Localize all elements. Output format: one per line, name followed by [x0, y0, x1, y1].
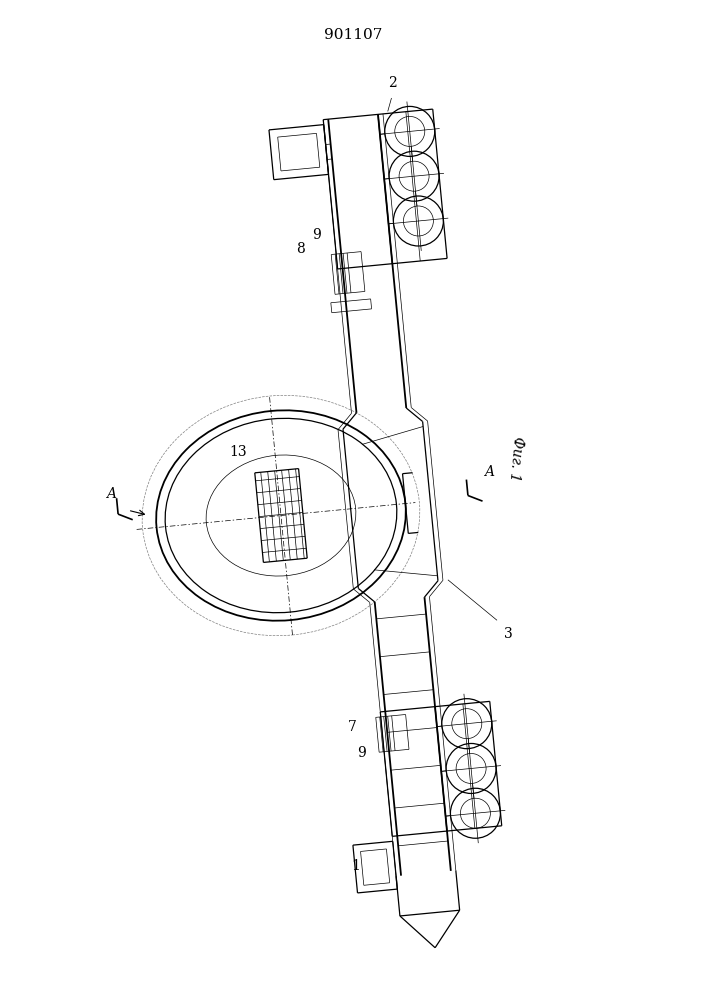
Text: 901107: 901107	[324, 28, 382, 42]
Text: 3: 3	[505, 627, 513, 641]
Text: 8: 8	[296, 242, 305, 256]
Text: 9: 9	[312, 228, 321, 242]
Text: 1: 1	[351, 859, 360, 873]
Text: A: A	[106, 487, 117, 501]
Text: A: A	[484, 465, 494, 479]
Text: 2: 2	[388, 76, 397, 90]
Text: Фиг. 1: Фиг. 1	[506, 435, 525, 482]
Text: 13: 13	[229, 445, 247, 459]
Text: 9: 9	[357, 746, 366, 760]
Text: 7: 7	[348, 720, 357, 734]
